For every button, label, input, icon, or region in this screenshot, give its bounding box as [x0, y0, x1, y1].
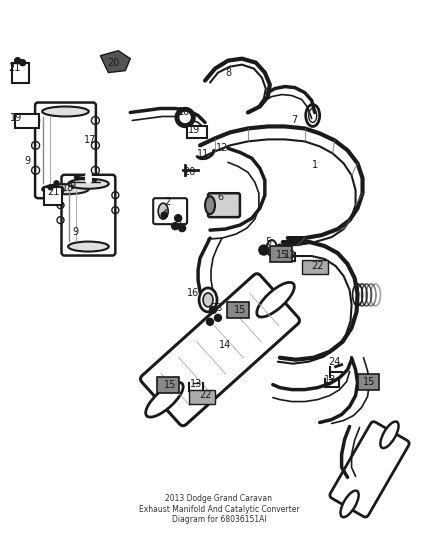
Text: 8: 8	[225, 68, 231, 78]
Text: 2: 2	[164, 197, 170, 207]
Circle shape	[259, 245, 269, 255]
Text: 13: 13	[284, 250, 296, 260]
Text: 4: 4	[161, 209, 167, 219]
FancyBboxPatch shape	[302, 260, 328, 274]
FancyBboxPatch shape	[208, 193, 240, 217]
Ellipse shape	[158, 203, 168, 219]
Text: 17: 17	[84, 135, 97, 146]
Ellipse shape	[42, 107, 89, 117]
FancyBboxPatch shape	[330, 422, 409, 517]
Circle shape	[209, 306, 216, 313]
Circle shape	[180, 112, 190, 123]
Circle shape	[161, 212, 167, 218]
Text: 9: 9	[72, 227, 78, 237]
Ellipse shape	[146, 382, 183, 417]
Ellipse shape	[68, 241, 109, 252]
Text: 12: 12	[216, 143, 228, 154]
Circle shape	[54, 181, 59, 186]
Circle shape	[215, 314, 222, 321]
FancyBboxPatch shape	[61, 175, 115, 255]
Text: 16: 16	[187, 288, 199, 298]
Text: 22: 22	[199, 390, 211, 400]
Circle shape	[175, 108, 195, 127]
Ellipse shape	[380, 422, 399, 448]
Ellipse shape	[203, 293, 213, 307]
Text: 22: 22	[311, 261, 324, 271]
Text: 6: 6	[217, 192, 223, 202]
Circle shape	[207, 318, 213, 325]
Text: 18: 18	[62, 183, 74, 193]
Ellipse shape	[42, 184, 89, 194]
Text: 21: 21	[47, 187, 60, 197]
Text: 9: 9	[25, 156, 31, 166]
Circle shape	[48, 185, 53, 190]
FancyBboxPatch shape	[227, 302, 249, 318]
FancyBboxPatch shape	[43, 187, 61, 205]
Circle shape	[172, 223, 179, 230]
Text: 19: 19	[10, 114, 22, 124]
Ellipse shape	[205, 196, 215, 214]
Circle shape	[20, 60, 25, 66]
FancyBboxPatch shape	[153, 198, 187, 224]
Text: 20: 20	[107, 58, 120, 68]
Text: 13: 13	[324, 375, 336, 385]
Text: 1: 1	[311, 160, 318, 171]
Ellipse shape	[199, 288, 217, 312]
Text: 15: 15	[276, 250, 288, 260]
Text: 13: 13	[190, 378, 202, 389]
Polygon shape	[100, 51, 130, 72]
Text: 10: 10	[178, 108, 190, 117]
Text: 19: 19	[188, 125, 200, 135]
FancyBboxPatch shape	[35, 102, 96, 198]
FancyBboxPatch shape	[141, 273, 300, 426]
Text: 15: 15	[234, 305, 246, 315]
Text: 14: 14	[219, 340, 231, 350]
FancyBboxPatch shape	[14, 115, 39, 128]
FancyBboxPatch shape	[12, 63, 28, 83]
Text: 7: 7	[292, 116, 298, 125]
Text: 11: 11	[197, 149, 209, 159]
FancyBboxPatch shape	[357, 374, 379, 390]
Circle shape	[14, 58, 21, 63]
Ellipse shape	[340, 490, 359, 517]
FancyBboxPatch shape	[187, 126, 207, 139]
FancyBboxPatch shape	[157, 377, 179, 393]
Text: 3: 3	[175, 217, 181, 227]
Text: 2013 Dodge Grand Caravan
Exhaust Manifold And Catalytic Converter
Diagram for 68: 2013 Dodge Grand Caravan Exhaust Manifol…	[139, 495, 299, 524]
Circle shape	[175, 215, 182, 222]
Text: 21: 21	[8, 63, 21, 72]
Text: 5: 5	[265, 237, 271, 247]
Text: 15: 15	[364, 377, 376, 386]
Circle shape	[179, 224, 186, 232]
FancyBboxPatch shape	[270, 246, 292, 262]
Ellipse shape	[257, 282, 294, 317]
Ellipse shape	[68, 179, 109, 189]
Text: 15: 15	[164, 379, 177, 390]
Text: 23: 23	[210, 303, 222, 313]
Text: 24: 24	[328, 357, 341, 367]
Text: 9: 9	[69, 181, 75, 191]
Text: 20: 20	[183, 167, 195, 177]
FancyBboxPatch shape	[189, 390, 215, 403]
